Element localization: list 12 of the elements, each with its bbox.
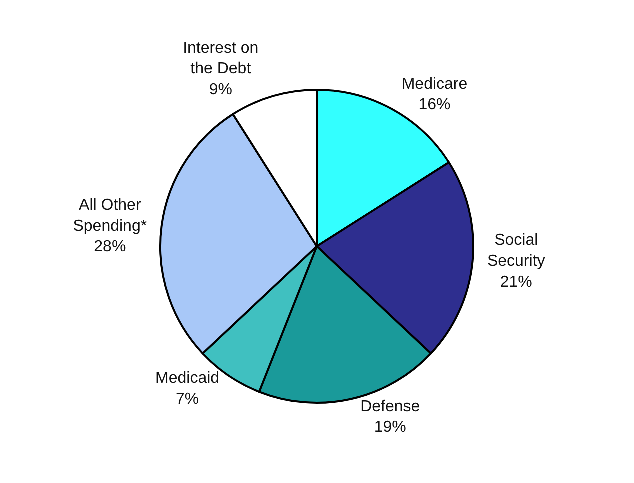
slice-label: All Other Spending* (73, 197, 148, 235)
slice-label: Interest on the Debt (183, 40, 259, 78)
data-label: 9% (209, 81, 232, 98)
data-label: 21% (500, 274, 532, 291)
data-label: 7% (176, 390, 200, 408)
slice-label: Social Security (487, 232, 546, 270)
data-label: 28% (94, 238, 126, 256)
data-label: 19% (374, 419, 406, 436)
slice-label: Defense (360, 398, 420, 416)
data-label: 16% (418, 96, 451, 114)
slice-label: Medicare (402, 76, 468, 93)
slice-label: Medicaid (156, 370, 220, 387)
